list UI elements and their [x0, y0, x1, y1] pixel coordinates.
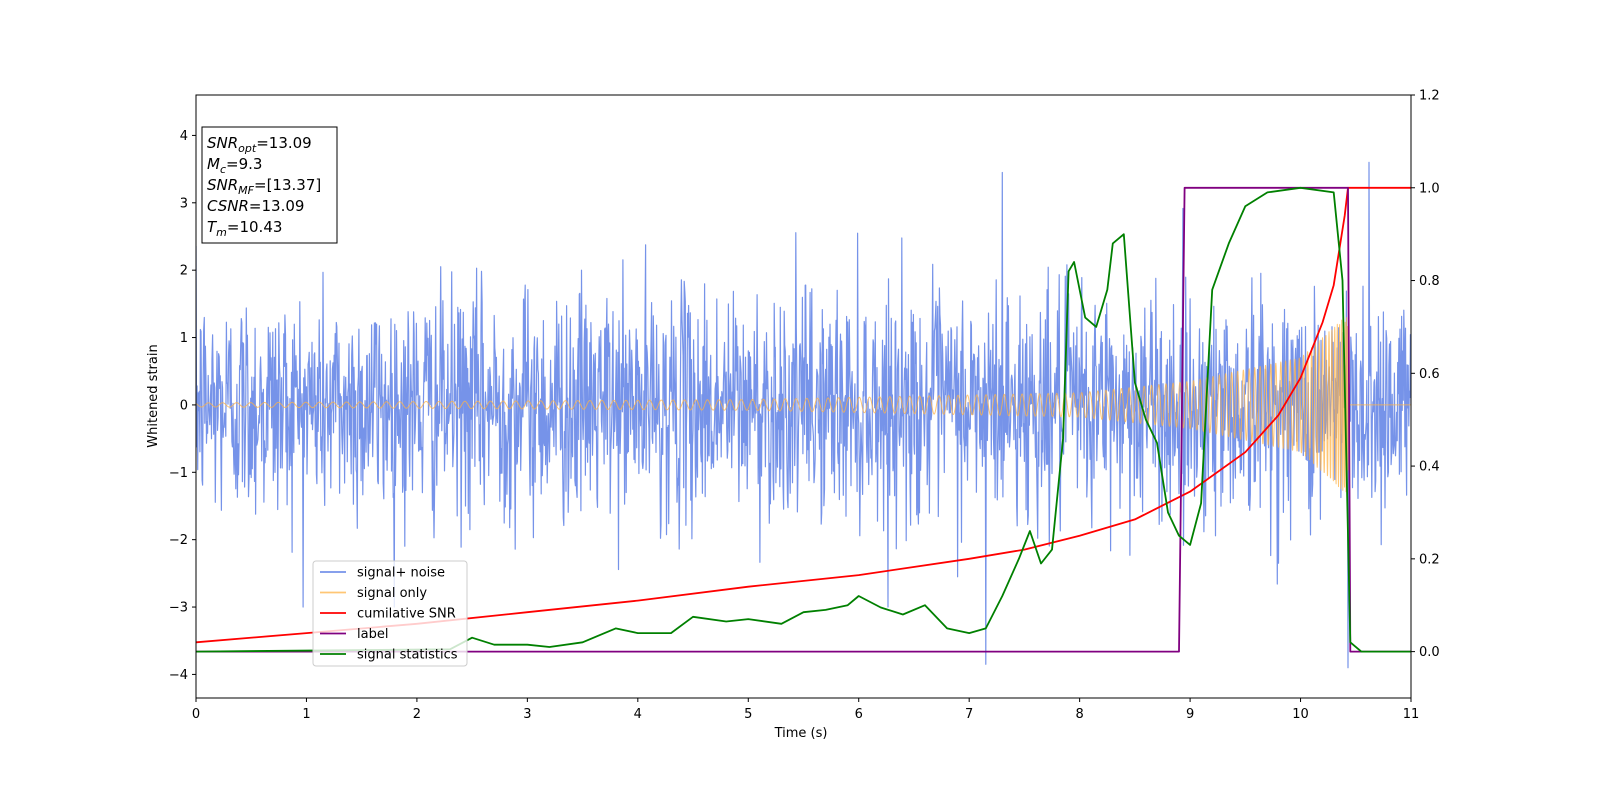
legend-item-signal-only: signal only [320, 586, 427, 601]
x-tick-label: 8 [1075, 707, 1083, 722]
legend-label: signal only [357, 586, 427, 601]
x-tick-label: 9 [1186, 707, 1194, 722]
y-tick-label: 4 [180, 129, 188, 144]
y2-tick-label: 1.2 [1419, 89, 1440, 104]
series-cumilative-snr [196, 186, 1411, 644]
legend-item-cumilative-snr: cumilative SNR [320, 607, 456, 622]
y2-tick-label: 0.4 [1419, 460, 1440, 475]
x-tick-label: 6 [855, 707, 863, 722]
legend-item-label: label [320, 627, 388, 642]
y-tick-label: −4 [169, 668, 188, 683]
y-tick-label: 0 [180, 398, 188, 413]
legend-item-signal-statistics: signal statistics [320, 648, 458, 663]
series-signal-noise [196, 161, 1411, 669]
info-lines: SNRopt=13.09Mc=9.3SNRMF=[13.37]CSNR=13.0… [207, 134, 321, 239]
y-axis-label: Whitened strain [146, 344, 161, 447]
y-axis-right: 0.0 0.2 0.4 0.6 0.8 1.0 1.2 [1411, 89, 1440, 660]
legend-label: cumilative SNR [357, 607, 456, 622]
x-tick-label: 7 [965, 707, 973, 722]
x-axis: 0 1 2 3 4 5 6 7 8 9 10 11 [192, 698, 1419, 722]
y2-tick-label: 0.0 [1419, 645, 1440, 660]
legend-item-signal-noise: signal+ noise [320, 566, 445, 581]
x-tick-label: 4 [634, 707, 642, 722]
info-line: CSNR=13.09 [207, 197, 304, 215]
info-line: Tm=10.43 [207, 218, 282, 239]
info-line: Mc=9.3 [207, 155, 262, 176]
legend: signal+ noise signal only cumilative SNR la… [312, 560, 468, 667]
y-tick-label: 3 [180, 196, 188, 211]
y-tick-label: −1 [169, 466, 188, 481]
info-box: SNRopt=13.09Mc=9.3SNRMF=[13.37]CSNR=13.0… [201, 126, 338, 244]
legend-label: label [357, 627, 388, 642]
series-signal-statistics [196, 186, 1411, 653]
y-tick-label: 2 [180, 264, 188, 279]
y2-tick-label: 0.2 [1419, 552, 1440, 567]
x-tick-label: 10 [1292, 707, 1309, 722]
x-tick-label: 5 [744, 707, 752, 722]
x-tick-label: 0 [192, 707, 200, 722]
y2-tick-label: 0.6 [1419, 367, 1440, 382]
x-tick-label: 11 [1403, 707, 1420, 722]
y-tick-label: 1 [180, 331, 188, 346]
x-tick-label: 3 [523, 707, 531, 722]
series-signal-only [196, 317, 1411, 493]
legend-frame [312, 560, 468, 667]
y-tick-label: −3 [169, 601, 188, 616]
legend-label: signal statistics [357, 648, 458, 663]
x-tick-label: 2 [413, 707, 421, 722]
info-line: SNRMF=[13.37] [207, 176, 321, 197]
plot-frame [195, 94, 1412, 699]
y-tick-label: −2 [169, 533, 188, 548]
info-line: SNRopt=13.09 [207, 134, 312, 155]
info-box-frame [201, 126, 338, 244]
legend-items: signal+ noise signal only cumilative SNR la… [320, 566, 458, 663]
x-tick-label: 1 [302, 707, 310, 722]
x-axis-label: Time (s) [774, 726, 828, 741]
series-layer [196, 161, 1411, 669]
y2-tick-label: 0.8 [1419, 274, 1440, 289]
y-axis-left: −4 −3 −2 −1 0 1 2 3 4 [169, 129, 196, 683]
legend-label: signal+ noise [357, 566, 445, 581]
y2-tick-label: 1.0 [1419, 181, 1440, 196]
